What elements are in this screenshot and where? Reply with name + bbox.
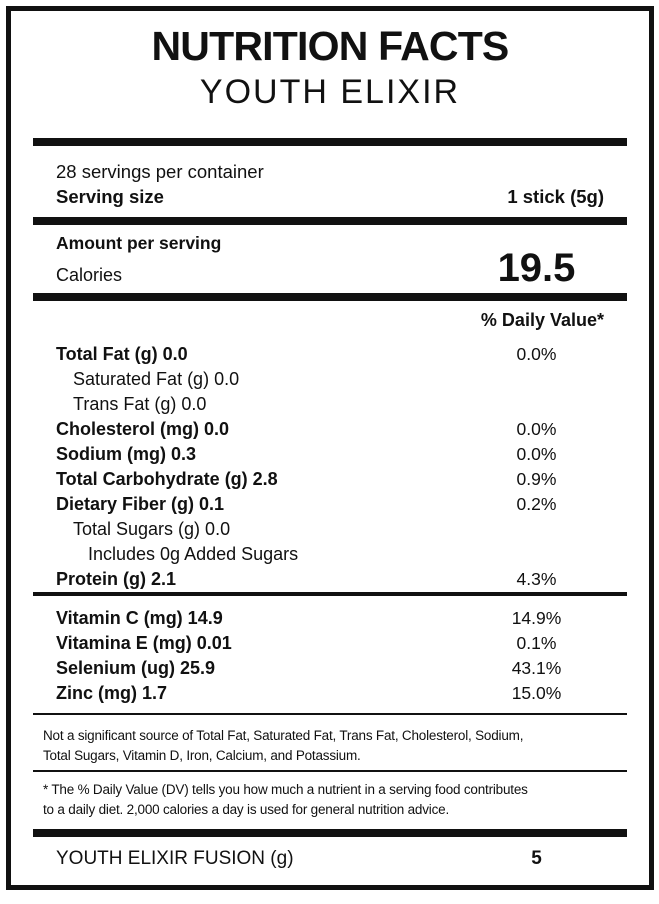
calories-row: Calories 19.5 — [33, 246, 627, 291]
nutrient-row-total-fat: Total Fat (g) 0.0 0.0% — [33, 342, 627, 367]
nutrient-label: Includes 0g Added Sugars — [88, 544, 299, 565]
fusion-row: YOUTH ELIXIR FUSION (g) 5 — [33, 847, 627, 871]
page-title: NUTRITION FACTS — [151, 23, 510, 69]
serving-size-value: 1 stick (5g) — [507, 186, 604, 208]
nutrient-label: Total Carbohydrate (g) 2.8 — [56, 469, 278, 490]
thin-divider — [33, 770, 627, 773]
nutrient-label: Trans Fat (g) 0.0 — [73, 394, 207, 415]
thick-divider — [33, 138, 627, 147]
nutrient-daily-value: 0.0% — [516, 419, 557, 440]
nutrient-daily-value: 0.9% — [516, 469, 557, 490]
nutrient-daily-value: 14.9% — [511, 608, 562, 629]
nutrient-daily-value: 0.1% — [516, 633, 557, 654]
amount-per-serving-label: Amount per serving — [56, 233, 222, 254]
nutrient-row-cholesterol: Cholesterol (mg) 0.0 0.0% — [33, 417, 627, 442]
nutrient-label: Sodium (mg) 0.3 — [56, 444, 197, 465]
nutrient-label: Total Sugars (g) 0.0 — [73, 519, 231, 540]
nutrient-row-zinc: Zinc (mg) 1.7 15.0% — [33, 681, 627, 706]
thick-divider — [33, 293, 627, 302]
nutrient-daily-value: 4.3% — [516, 569, 557, 590]
nutrient-label: Vitamina E (mg) 0.01 — [56, 633, 232, 654]
daily-value-footnote: * The % Daily Value (DV) tells you how m… — [43, 782, 528, 818]
nutrient-row-protein: Protein (g) 2.1 4.3% — [33, 567, 627, 592]
thin-divider — [33, 713, 627, 716]
nutrient-label: Saturated Fat (g) 0.0 — [73, 369, 240, 390]
nutrient-row-vitamin-e: Vitamina E (mg) 0.01 0.1% — [33, 631, 627, 656]
thick-divider — [33, 829, 627, 838]
nutrient-daily-value: 0.0% — [516, 344, 557, 365]
serving-size-row: Serving size 1 stick (5g) — [33, 184, 627, 210]
nutrient-daily-value: 0.2% — [516, 494, 557, 515]
nutrient-label: Total Fat (g) 0.0 — [56, 344, 188, 365]
fusion-value: 5 — [531, 848, 542, 870]
daily-value-header: % Daily Value* — [480, 310, 604, 331]
nutrient-daily-value: 0.0% — [516, 444, 557, 465]
not-significant-source-note: Not a significant source of Total Fat, S… — [43, 728, 524, 764]
product-name: YOUTH ELIXIR — [199, 73, 461, 112]
fusion-label: YOUTH ELIXIR FUSION (g) — [56, 848, 294, 870]
servings-per-container-row: 28 servings per container — [33, 159, 627, 184]
calories-value: 19.5 — [497, 246, 576, 291]
nutrient-row-total-sugars: Total Sugars (g) 0.0 — [33, 517, 627, 542]
thick-divider — [33, 217, 627, 226]
nutrient-row-trans-fat: Trans Fat (g) 0.0 — [33, 392, 627, 417]
nutrient-row-dietary-fiber: Dietary Fiber (g) 0.1 0.2% — [33, 492, 627, 517]
nutrition-facts-label: NUTRITION FACTS YOUTH ELIXIR 28 servings… — [6, 6, 654, 890]
nutrient-label: Dietary Fiber (g) 0.1 — [56, 494, 225, 515]
serving-size-label: Serving size — [56, 186, 164, 208]
medium-divider — [33, 592, 627, 597]
nutrient-daily-value: 43.1% — [511, 658, 562, 679]
nutrient-row-total-carbohydrate: Total Carbohydrate (g) 2.8 0.9% — [33, 467, 627, 492]
nutrient-row-added-sugars: Includes 0g Added Sugars — [33, 542, 627, 567]
nutrient-row-sodium: Sodium (mg) 0.3 0.0% — [33, 442, 627, 467]
nutrient-rows: Total Fat (g) 0.0 0.0% Saturated Fat (g)… — [33, 342, 627, 592]
nutrient-row-vitamin-c: Vitamin C (mg) 14.9 14.9% — [33, 606, 627, 631]
nutrient-label: Cholesterol (mg) 0.0 — [56, 419, 230, 440]
nutrient-label: Zinc (mg) 1.7 — [56, 683, 168, 704]
nutrient-label: Protein (g) 2.1 — [56, 569, 177, 590]
servings-per-container-text: 28 servings per container — [56, 161, 264, 183]
nutrient-label: Vitamin C (mg) 14.9 — [56, 608, 223, 629]
nutrient-row-saturated-fat: Saturated Fat (g) 0.0 — [33, 367, 627, 392]
nutrient-label: Selenium (ug) 25.9 — [56, 658, 216, 679]
calories-label: Calories — [56, 265, 123, 286]
nutrient-row-selenium: Selenium (ug) 25.9 43.1% — [33, 656, 627, 681]
nutrient-daily-value: 15.0% — [511, 683, 562, 704]
micronutrient-rows: Vitamin C (mg) 14.9 14.9% Vitamina E (mg… — [33, 606, 627, 706]
